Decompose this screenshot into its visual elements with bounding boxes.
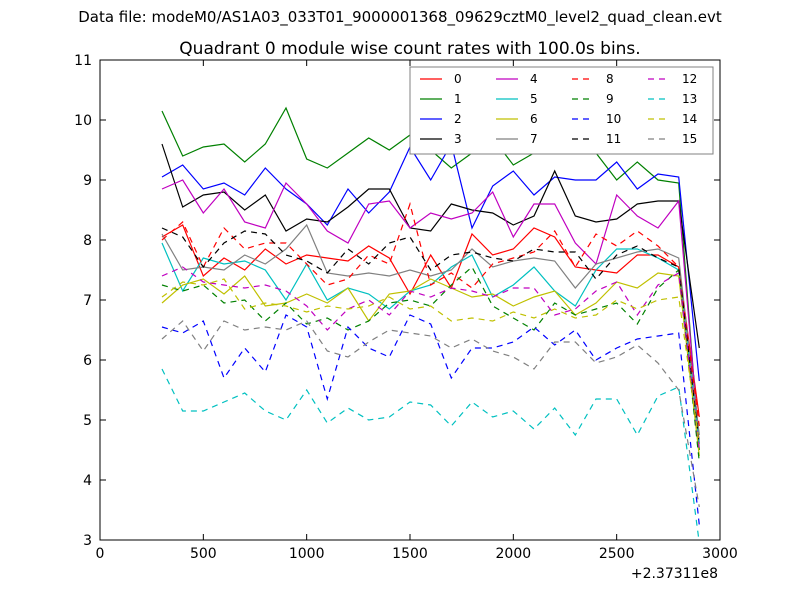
legend-label-13: 13 <box>682 92 697 106</box>
y-tick-label: 11 <box>74 53 92 69</box>
y-tick-label: 4 <box>83 473 92 489</box>
legend-label-8: 8 <box>606 72 614 86</box>
file-title: Data file: modeM0/AS1A03_033T01_90000013… <box>78 8 722 26</box>
x-tick-label: 0 <box>96 546 105 562</box>
legend-label-7: 7 <box>530 132 538 146</box>
y-tick-label: 5 <box>83 413 92 429</box>
y-tick-label: 10 <box>74 113 92 129</box>
x-offset-label: +2.37311e8 <box>631 566 718 582</box>
series-line-5 <box>161 242 700 445</box>
series-line-10 <box>161 314 700 526</box>
y-tick-label: 6 <box>83 353 92 369</box>
legend-label-9: 9 <box>606 92 614 106</box>
x-tick-label: 2500 <box>599 546 635 562</box>
legend-label-0: 0 <box>454 72 462 86</box>
series-line-0 <box>161 224 700 418</box>
y-tick-label: 9 <box>83 173 92 189</box>
legend-label-1: 1 <box>454 92 462 106</box>
series-line-14 <box>161 278 700 445</box>
y-tick-label: 8 <box>83 233 92 249</box>
y-tick-label: 3 <box>83 533 92 549</box>
series-line-11 <box>161 227 700 445</box>
legend-label-2: 2 <box>454 112 462 126</box>
y-tick-label: 7 <box>83 293 92 309</box>
series-line-15 <box>161 320 700 508</box>
x-tick-label: 1500 <box>392 546 428 562</box>
series-line-7 <box>161 223 700 436</box>
series-line-3 <box>161 143 700 349</box>
x-tick-label: 1000 <box>289 546 325 562</box>
legend-label-10: 10 <box>606 112 621 126</box>
series-line-13 <box>161 368 700 540</box>
series-line-8 <box>161 201 700 427</box>
legend-label-5: 5 <box>530 92 538 106</box>
legend-label-12: 12 <box>682 72 697 86</box>
legend-label-3: 3 <box>454 132 462 146</box>
chart-title: Quadrant 0 module wise count rates with … <box>179 39 640 59</box>
legend-label-15: 15 <box>682 132 697 146</box>
legend-label-11: 11 <box>606 132 621 146</box>
legend-label-14: 14 <box>682 112 697 126</box>
x-tick-label: 3000 <box>702 546 738 562</box>
series-line-2 <box>161 142 700 382</box>
legend-label-4: 4 <box>530 72 538 86</box>
series-line-12 <box>161 266 700 451</box>
x-tick-label: 500 <box>190 546 217 562</box>
series-layer <box>161 106 700 540</box>
series-line-9 <box>161 266 700 463</box>
series-line-4 <box>161 179 700 445</box>
x-tick-label: 2000 <box>496 546 532 562</box>
series-line-6 <box>161 272 700 457</box>
legend-label-6: 6 <box>530 112 538 126</box>
